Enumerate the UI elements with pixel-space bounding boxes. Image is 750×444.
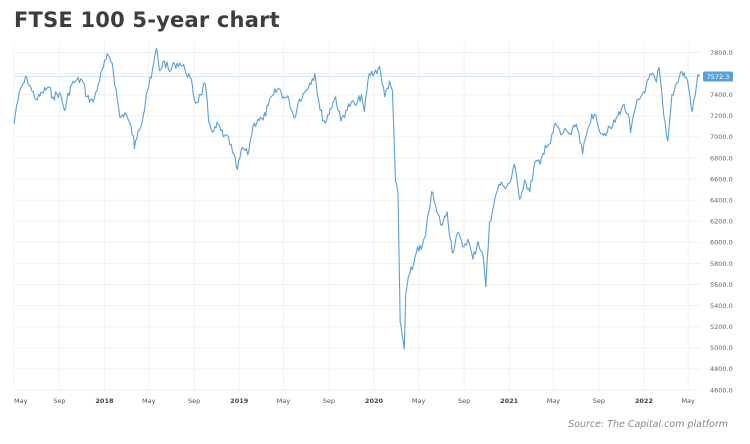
- y-tick-label: 5600.0: [710, 281, 733, 289]
- last-value-badge: [703, 71, 733, 82]
- y-tick-label: 4600.0: [710, 386, 733, 394]
- last-value-label: 7572.3: [707, 73, 730, 81]
- grid-lines: [13, 42, 700, 391]
- x-tick-label: Sep: [323, 397, 335, 405]
- x-tick-label: 2020: [365, 397, 384, 405]
- x-tick-label: 2018: [95, 397, 114, 405]
- y-axis: 7800.07600.07400.07200.07000.06800.06600…: [710, 49, 733, 394]
- source-caption: Source: The Capital.com platform: [568, 419, 728, 430]
- x-tick-label: Sep: [593, 397, 605, 405]
- chart-area: 7800.07600.07400.07200.07000.06800.06600…: [0, 38, 750, 410]
- y-tick-label: 7400.0: [710, 91, 733, 99]
- y-tick-label: 7000.0: [710, 133, 733, 141]
- y-tick-label: 7200.0: [710, 112, 733, 120]
- x-tick-label: May: [547, 397, 561, 405]
- y-tick-label: 6800.0: [710, 154, 733, 162]
- series-layer: [13, 47, 701, 350]
- y-tick-label: 6000.0: [710, 239, 733, 247]
- ftse-line-chart: 7800.07600.07400.07200.07000.06800.06600…: [13, 42, 733, 405]
- y-tick-label: 5000.0: [710, 344, 733, 352]
- series-line-ftse-100: [13, 47, 701, 350]
- y-tick-label: 6400.0: [710, 196, 733, 204]
- x-tick-label: Sep: [188, 397, 200, 405]
- x-tick-label: May: [277, 397, 291, 405]
- x-axis: May Sep 2018 May Sep 2019 May Sep 2020 May Sep 2021…: [14, 397, 695, 405]
- last-price-badge: 7572.3: [703, 71, 733, 82]
- x-tick-label: 2022: [635, 397, 653, 405]
- chart-title: FTSE 100 5-year chart: [14, 8, 280, 32]
- x-tick-label: Sep: [458, 397, 470, 405]
- y-tick-label: 5800.0: [710, 260, 733, 268]
- y-tick-label: 6200.0: [710, 218, 733, 226]
- x-tick-label: 2019: [230, 397, 249, 405]
- x-tick-label: Sep: [53, 397, 65, 405]
- y-tick-label: 5200.0: [710, 323, 733, 331]
- y-tick-label: 5400.0: [710, 302, 733, 310]
- y-tick-label: 6600.0: [710, 175, 733, 183]
- y-tick-label: 7800.0: [710, 49, 733, 57]
- x-tick-label: May: [412, 397, 426, 405]
- x-tick-label: 2021: [500, 397, 519, 405]
- y-tick-label: 4800.0: [710, 365, 733, 373]
- x-tick-label: May: [142, 397, 156, 405]
- x-tick-label: May: [681, 397, 695, 405]
- x-tick-label: May: [14, 397, 28, 405]
